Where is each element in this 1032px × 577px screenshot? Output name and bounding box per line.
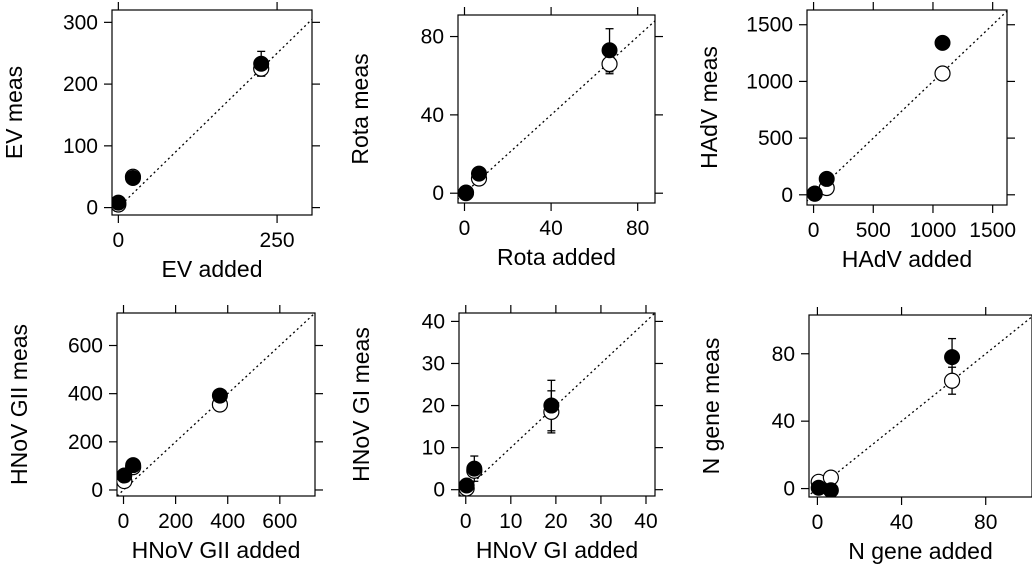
y-tick-label: 20	[422, 395, 445, 418]
plot-area	[112, 18, 312, 215]
x-tick-label: 10	[499, 510, 522, 533]
y-tick-label: 0	[781, 184, 793, 207]
x-tick-label: 30	[589, 510, 612, 533]
filled-data-point	[944, 349, 961, 366]
open-data-point	[943, 372, 961, 389]
y-tick-label: 300	[63, 11, 98, 34]
filled-data-point	[466, 460, 483, 477]
plot-frame	[806, 9, 1008, 206]
filled-data-point	[807, 185, 823, 202]
x-tick-label: 400	[210, 510, 245, 533]
x-axis-title: Rota added	[497, 244, 616, 270]
plot-area	[458, 19, 655, 202]
panel-hadv: 0 500 1000 1500 0 500 1000 1500 HAdV added HAdV m…	[696, 2, 1016, 272]
identity-line	[112, 18, 312, 215]
y-tick-label: 0	[432, 182, 444, 205]
panel-ev: 0 250 0 100 200 300 EV added EV meas	[1, 2, 320, 282]
filled-data-point	[470, 165, 487, 182]
plot-area	[807, 10, 1007, 202]
y-tick-label: 0	[91, 479, 103, 502]
y-tick-label: 10	[422, 437, 445, 460]
x-tick-label: 1000	[910, 219, 957, 242]
y-axis-title: Rota meas	[347, 53, 373, 164]
x-axis-title: N gene added	[848, 538, 993, 564]
x-tick-label: 40	[634, 510, 657, 533]
x-tick-label: 0	[808, 219, 820, 242]
x-tick-label: 0	[460, 510, 472, 533]
y-tick-label: 600	[68, 335, 103, 358]
x-tick-label: 40	[890, 511, 913, 534]
panel-rota: 0 40 80 0 40 80 Rota added Rota meas	[347, 7, 663, 270]
y-axis-title: HNoV GII meas	[6, 324, 32, 485]
open-data-point	[934, 65, 951, 82]
x-tick-label: 0	[459, 217, 471, 240]
plot-frame	[116, 312, 316, 497]
x-axis-title: HNoV GI added	[476, 537, 638, 563]
y-tick-label: 80	[772, 343, 795, 366]
y-tick-label: 30	[422, 352, 445, 375]
y-tick-label: 500	[758, 127, 793, 150]
filled-data-point	[934, 34, 951, 51]
y-tick-label: 200	[63, 73, 98, 96]
filled-data-point	[124, 169, 141, 186]
filled-data-point	[459, 477, 475, 494]
y-tick-label: 1500	[746, 14, 793, 37]
x-tick-label: 0	[113, 229, 125, 252]
y-tick-label: 40	[772, 410, 795, 433]
x-tick-label: 20	[544, 510, 567, 533]
y-tick-label: 100	[63, 135, 98, 158]
x-axis-title: HNoV GII added	[132, 537, 301, 563]
y-tick-label: 40	[421, 104, 444, 127]
filled-data-point	[211, 387, 228, 404]
x-tick-label: 0	[812, 511, 824, 534]
x-tick-label: 1500	[969, 219, 1016, 242]
y-tick-label: 0	[783, 478, 795, 501]
x-tick-label: 600	[262, 510, 297, 533]
identity-line	[807, 10, 1007, 202]
plot-frame	[457, 14, 656, 204]
filled-data-point	[543, 397, 560, 414]
plot-frame	[808, 314, 1032, 498]
identity-line	[458, 19, 655, 200]
plot-area	[117, 313, 315, 496]
y-tick-label: 200	[68, 431, 103, 454]
y-axis-title: EV meas	[1, 66, 27, 159]
filled-data-point	[818, 170, 835, 187]
y-tick-label: 1000	[746, 70, 793, 93]
plot-frame	[111, 9, 313, 216]
x-tick-label: 250	[260, 229, 295, 252]
filled-data-point	[125, 457, 142, 474]
open-data-point	[601, 55, 618, 73]
panel-hnov-gii: 0 200 400 600 0 200 400 600 HNoV GII added HNoV G…	[6, 305, 323, 563]
y-axis-title: HAdV meas	[696, 46, 722, 169]
panel-n-gene: 0 40 80 0 40 80 N gene added N gene meas	[698, 307, 1032, 564]
x-tick-label: 80	[626, 217, 649, 240]
plot-area	[459, 313, 655, 496]
x-axis-title: HAdV added	[842, 246, 972, 272]
y-tick-label: 400	[68, 383, 103, 406]
filled-data-point	[822, 482, 839, 497]
panel-hnov-gi: 0 10 20 30 40 0 10 20 30 40 HNoV GI added HNoV GI m…	[348, 305, 663, 563]
y-tick-label: 40	[422, 310, 445, 333]
filled-data-point	[458, 185, 475, 202]
filled-data-point	[112, 194, 127, 211]
x-tick-label: 40	[539, 217, 562, 240]
filled-data-point	[117, 467, 133, 484]
y-axis-title: HNoV GI meas	[348, 327, 374, 482]
plot-frame	[458, 312, 656, 497]
y-tick-label: 80	[421, 26, 444, 49]
filled-data-point	[601, 42, 618, 59]
x-tick-label: 500	[856, 219, 891, 242]
filled-data-point	[253, 55, 270, 72]
x-axis-title: EV added	[161, 256, 262, 282]
x-tick-label: 200	[158, 510, 193, 533]
x-tick-label: 80	[974, 511, 997, 534]
y-tick-label: 0	[433, 479, 445, 502]
y-axis-title: N gene meas	[698, 338, 724, 475]
y-tick-label: 0	[86, 197, 98, 220]
x-tick-label: 0	[118, 510, 130, 533]
plot-area	[809, 315, 1032, 497]
identity-line	[809, 315, 1032, 497]
